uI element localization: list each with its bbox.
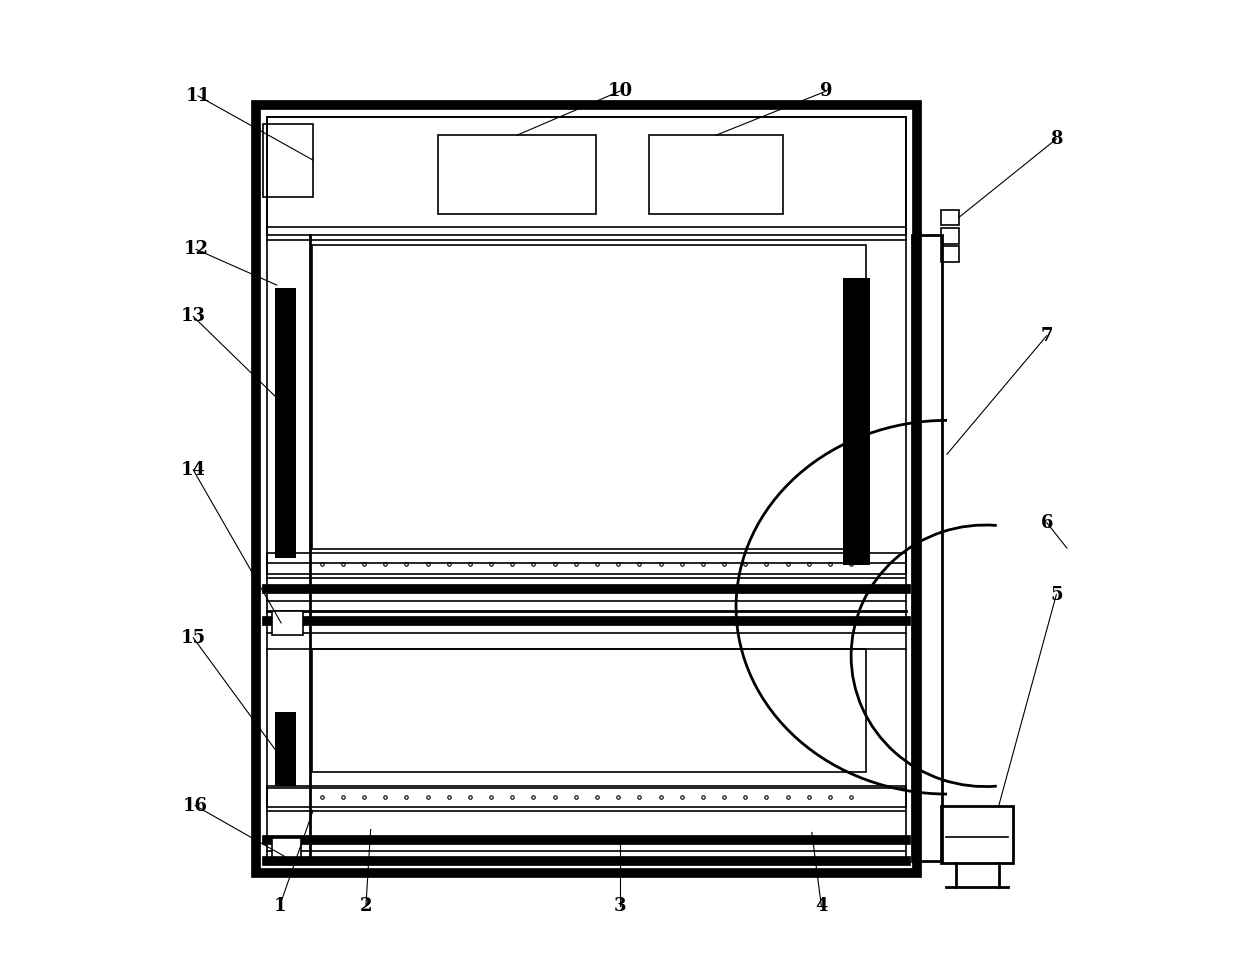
Text: 2: 2	[360, 898, 372, 915]
Text: 11: 11	[186, 87, 211, 105]
Bar	[267, 553, 905, 574]
Bar	[272, 611, 303, 635]
Bar	[267, 117, 905, 235]
Bar	[255, 105, 918, 873]
Bar	[843, 278, 870, 565]
Bar	[649, 135, 782, 214]
Bar	[272, 838, 300, 857]
Bar	[263, 124, 314, 197]
Bar	[275, 288, 296, 558]
Text: 12: 12	[184, 241, 208, 258]
Bar	[941, 228, 959, 244]
Text: 1: 1	[273, 898, 285, 915]
Text: 14: 14	[181, 461, 206, 479]
Bar	[941, 246, 959, 262]
Bar	[911, 235, 942, 861]
Bar	[312, 649, 866, 772]
Bar	[267, 786, 905, 807]
Bar	[267, 117, 905, 861]
Text: 15: 15	[181, 629, 206, 646]
Bar	[438, 135, 596, 214]
Text: 5: 5	[1050, 586, 1063, 603]
Text: 4: 4	[815, 898, 827, 915]
Text: 16: 16	[182, 797, 207, 814]
Text: 13: 13	[181, 308, 206, 325]
Text: 10: 10	[608, 82, 632, 100]
Bar	[275, 712, 296, 786]
Bar	[312, 245, 866, 549]
Text: 6: 6	[1040, 514, 1053, 531]
Text: 3: 3	[614, 898, 626, 915]
Text: 7: 7	[1040, 327, 1053, 344]
Bar	[941, 806, 1013, 863]
Text: 8: 8	[1050, 130, 1063, 148]
Text: 9: 9	[820, 82, 832, 100]
Bar	[941, 210, 959, 225]
